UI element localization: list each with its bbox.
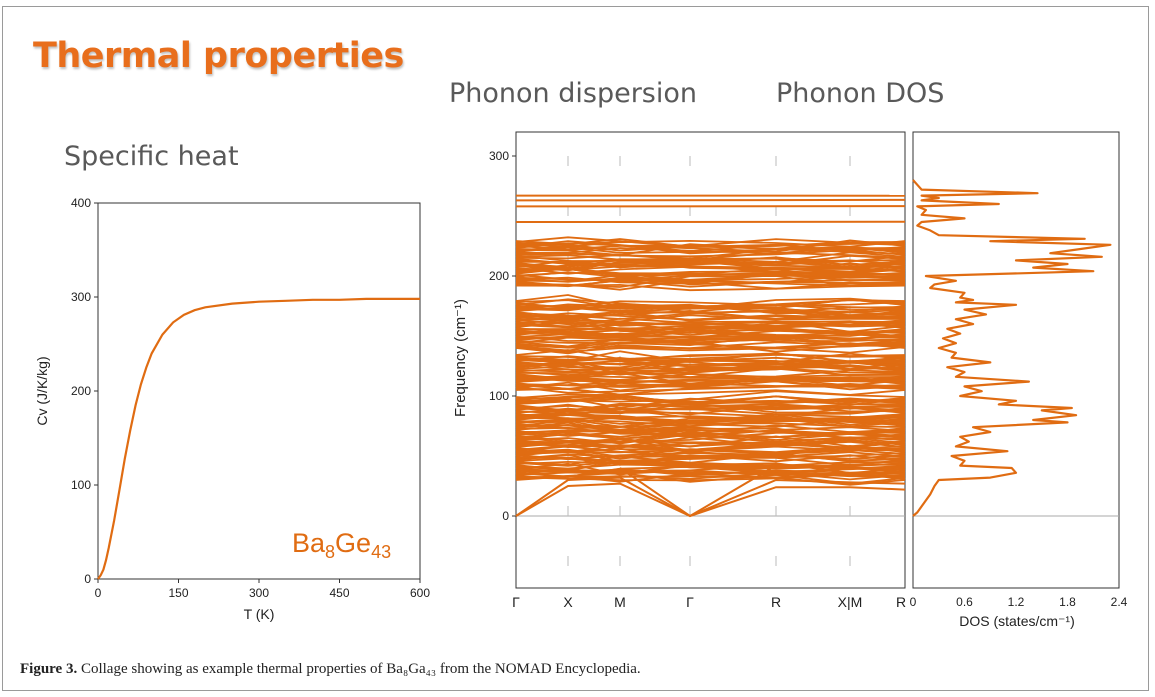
k-point-label: R [896,594,906,610]
y-tick-label: 0 [84,572,91,586]
x-tick-label: 600 [410,586,430,600]
k-point-label: Γ [686,594,694,610]
x-tick-label: 2.4 [1111,595,1128,609]
y-tick-label: 200 [489,269,509,283]
phonon-dos-ticks: 0 0.6 1.2 1.8 2.4 [910,516,1128,609]
band-line [516,484,905,516]
y-tick-label: 100 [489,389,509,403]
y-tick-label: 100 [71,478,91,492]
k-point-label: M [614,594,626,610]
specific-heat-ticks: 0 150 300 450 600 0 100 200 300 400 [71,196,430,600]
charts-canvas: 0 150 300 450 600 0 100 200 300 400 T (K) Cv (J/K… [0,0,1155,650]
x-tick-label: 0.6 [956,595,973,609]
phonon-dispersion-y-label: Frequency (cm⁻¹) [452,299,469,417]
y-tick-label: 300 [71,290,91,304]
compound-label-ba: Ba [292,528,326,558]
x-tick-label: 450 [329,586,349,600]
specific-heat-chart: 0 150 300 450 600 0 100 200 300 400 T (K) Cv (J/K… [34,196,430,622]
specific-heat-x-label: T (K) [244,606,275,622]
phonon-dos-chart: 0 0.6 1.2 1.8 2.4 DOS (states/cm⁻¹) [910,132,1128,629]
y-tick-label: 300 [489,149,509,163]
specific-heat-y-label: Cv (J/K/kg) [34,356,50,425]
x-tick-label: 1.2 [1008,595,1025,609]
specific-heat-plot-frame [98,203,420,579]
k-point-label: X|M [838,594,863,610]
phonon-bands [516,196,905,516]
phonon-dos-x-label: DOS (states/cm⁻¹) [959,613,1075,629]
caption-text: Collage showing as example thermal prope… [81,661,641,677]
y-tick-label: 0 [502,509,509,523]
x-tick-label: 0 [95,586,102,600]
x-tick-label: 300 [249,586,269,600]
x-tick-label: 150 [168,586,188,600]
k-point-label: R [771,594,781,610]
specific-heat-curve [98,299,420,579]
y-tick-label: 400 [71,196,91,210]
y-tick-label: 200 [71,384,91,398]
phonon-dos-curve [913,180,1110,516]
k-point-label: X [563,594,573,610]
compound-label-sub-8: 8 [325,542,335,562]
compound-label-sub-43: 43 [371,542,391,562]
compound-label: Ba8Ge43 [292,528,391,562]
caption-label: Figure 3. [20,661,77,677]
x-tick-label: 0 [910,595,917,609]
phonon-dispersion-chart: 0 100 200 300 Γ X M Γ R X|M R Frequency (cm⁻¹) [452,132,906,610]
figure-caption: Figure 3. Collage showing as example the… [20,661,641,678]
x-tick-label: 1.8 [1059,595,1076,609]
k-point-label: Γ [512,594,520,610]
compound-label-ge: Ge [335,528,371,558]
